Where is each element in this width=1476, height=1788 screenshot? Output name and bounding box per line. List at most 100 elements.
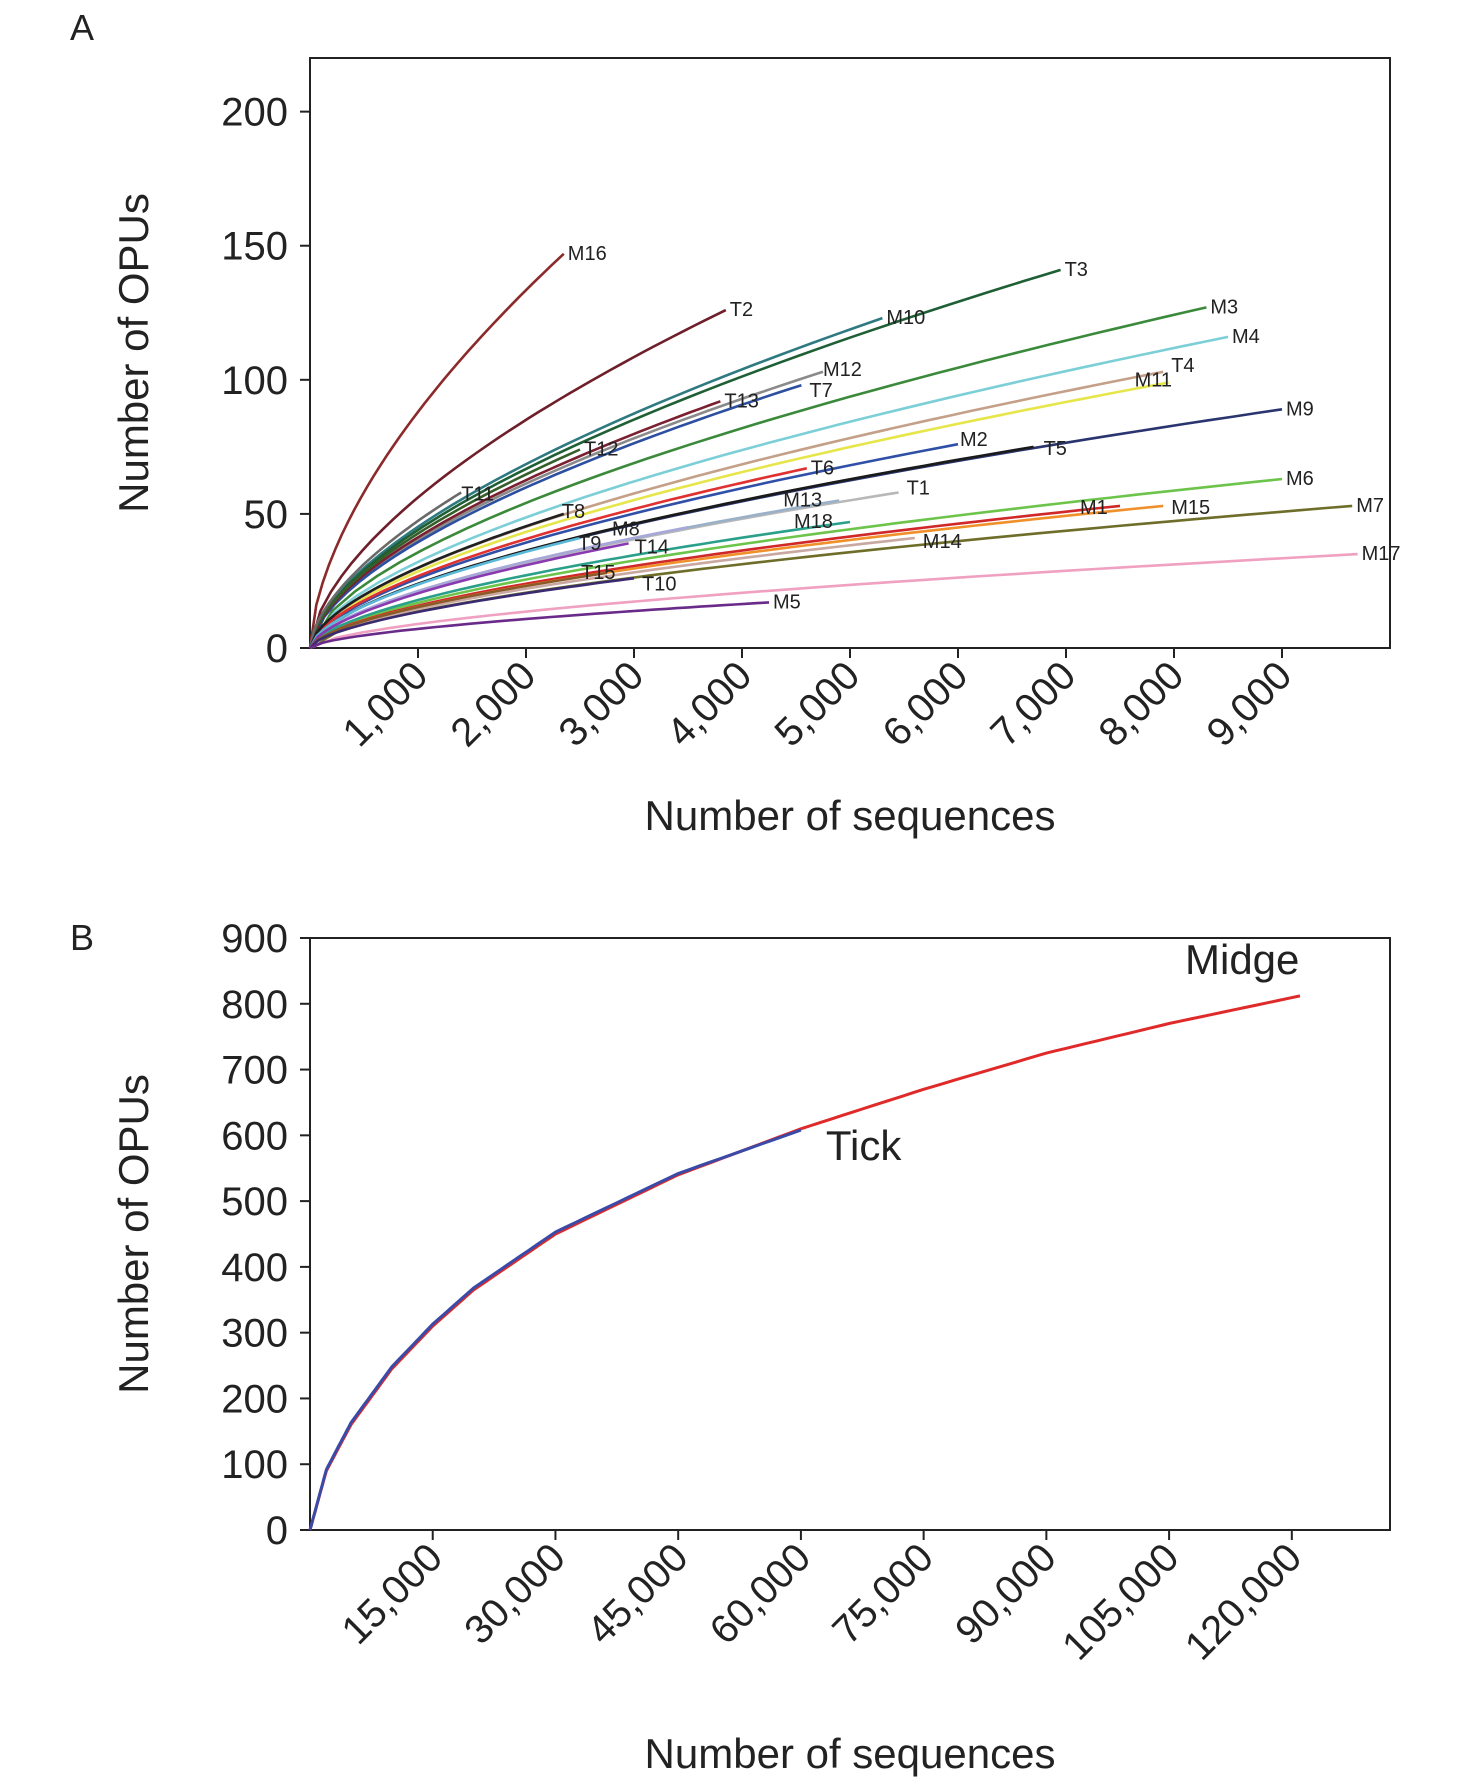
series-label-m4: M4: [1232, 326, 1260, 348]
y-tick-label: 150: [221, 225, 288, 269]
y-tick-label: 500: [221, 1180, 288, 1224]
series-label-t7: T7: [809, 380, 832, 402]
series-label-t5: T5: [1044, 438, 1067, 460]
x-tick-label: 5,000: [766, 653, 868, 755]
series-label-m9: M9: [1286, 398, 1314, 420]
panel-b-letter: B: [70, 917, 94, 958]
series-line-t3: [308, 268, 1061, 649]
series-line-m8: [308, 526, 689, 649]
x-tick-label: 30,000: [456, 1535, 574, 1653]
y-tick-label: 400: [221, 1246, 288, 1290]
series-label-m2: M2: [960, 429, 988, 451]
y-tick-label: 0: [266, 627, 288, 671]
series-label-t2: T2: [730, 299, 753, 321]
series-label-m8: M8: [612, 518, 640, 540]
x-tick-label: 3,000: [550, 653, 652, 755]
x-tick-label: 1,000: [334, 653, 436, 755]
panel-b-plot-frame: [309, 937, 1391, 1531]
panel-a-y-axis-title: Number of OPUs: [110, 193, 157, 513]
series-line-t2: [308, 308, 727, 649]
series-line-m5: [309, 601, 770, 650]
x-tick-label: 2,000: [442, 653, 544, 755]
x-tick-label: 75,000: [824, 1535, 942, 1653]
series-label-t9: T9: [578, 533, 601, 555]
panel-b: B 0 100 200 300 400 500 600 700 800 900 15,000 30,…: [70, 917, 1391, 1777]
y-tick-label: 200: [221, 1377, 288, 1421]
y-tick-label: 50: [244, 493, 289, 537]
series-label-m11: M11: [1135, 370, 1172, 392]
series-line-m4: [308, 335, 1229, 649]
series-label-m10: M10: [886, 307, 925, 329]
series-line-t14: [308, 542, 629, 649]
panel-b-y-axis-title: Number of OPUs: [110, 1074, 157, 1394]
series-label-t11: T11: [461, 484, 494, 506]
series-label-t12: T12: [584, 439, 618, 461]
series-label-t4: T4: [1171, 355, 1194, 377]
panel-b-series-labels: Midge Tick: [826, 936, 1300, 1169]
y-tick-label: 900: [221, 917, 288, 961]
series-label-m17: M17: [1362, 543, 1401, 565]
x-tick-label: 8,000: [1090, 653, 1192, 755]
x-tick-label: 120,000: [1177, 1535, 1310, 1668]
series-label-m12: M12: [823, 359, 862, 381]
series-line-tick: [308, 1128, 802, 1531]
y-tick-label: 300: [221, 1312, 288, 1356]
series-label-tick: Tick: [826, 1122, 902, 1169]
y-tick-label: 0: [266, 1509, 288, 1553]
panel-b-y-ticks: 0 100 200 300 400 500 600 700 800 900: [221, 917, 310, 1553]
series-line-m2: [308, 442, 959, 649]
series-line-t6: [308, 467, 808, 649]
series-line-m11: [308, 381, 1169, 649]
x-tick-label: 6,000: [874, 653, 976, 755]
panel-a-x-ticks: 1,000 2,000 3,000 4,000 5,000 6,000 7,000 8,000…: [334, 648, 1300, 755]
panel-a-series: [308, 252, 1358, 650]
series-line-m14: [309, 536, 915, 650]
series-label-m15: M15: [1171, 497, 1210, 519]
y-tick-label: 800: [221, 983, 288, 1027]
series-label-m16: M16: [568, 243, 607, 265]
series-line-t10: [309, 577, 635, 649]
y-tick-label: 600: [221, 1114, 288, 1158]
y-tick-label: 100: [221, 359, 288, 403]
x-tick-label: 7,000: [982, 653, 1084, 755]
x-tick-label: 4,000: [658, 653, 760, 755]
series-label-m6: M6: [1286, 468, 1314, 490]
series-label-m3: M3: [1210, 296, 1238, 318]
series-line-t9: [308, 536, 581, 649]
panel-b-x-axis-title: Number of sequences: [645, 1730, 1056, 1777]
series-label-t15: T15: [581, 562, 615, 584]
series-label-m7: M7: [1356, 495, 1384, 517]
x-tick-label: 45,000: [579, 1535, 697, 1653]
series-label-m5: M5: [773, 591, 801, 613]
series-line-t8: [308, 512, 565, 649]
panel-b-series: [308, 994, 1301, 1531]
series-line-t7: [308, 383, 802, 649]
series-label-t13: T13: [724, 390, 758, 412]
panel-a-y-ticks: 0 50 100 150 200: [221, 91, 310, 671]
series-label-t14: T14: [635, 536, 669, 558]
series-line-m1: [309, 504, 1121, 650]
y-tick-label: 700: [221, 1049, 288, 1093]
panel-b-x-ticks: 15,000 30,000 45,000 60,000 75,000 90,000105,…: [333, 1530, 1310, 1669]
series-line-midge: [308, 994, 1301, 1531]
series-label-m18: M18: [794, 511, 833, 533]
series-line-t15: [309, 571, 608, 649]
y-tick-label: 100: [221, 1443, 288, 1487]
series-line-t11: [308, 491, 462, 649]
series-line-m12: [308, 370, 824, 649]
series-line-m10: [308, 316, 883, 649]
series-label-m13: M13: [783, 490, 822, 512]
series-label-midge: Midge: [1185, 936, 1299, 983]
panel-a-x-axis-title: Number of sequences: [645, 792, 1056, 839]
series-line-t13: [308, 400, 721, 649]
series-line-t12: [308, 448, 581, 649]
series-label-t1: T1: [907, 478, 930, 500]
series-label-t8: T8: [562, 501, 585, 523]
series-line-m3: [308, 306, 1207, 649]
panel-a: A 0 50 100 150 200 1,000 2,000 3,000 4,000 5,000…: [70, 7, 1401, 839]
x-tick-label: 90,000: [947, 1535, 1065, 1653]
series-line-m16: [308, 252, 565, 649]
series-label-t10: T10: [642, 573, 676, 595]
